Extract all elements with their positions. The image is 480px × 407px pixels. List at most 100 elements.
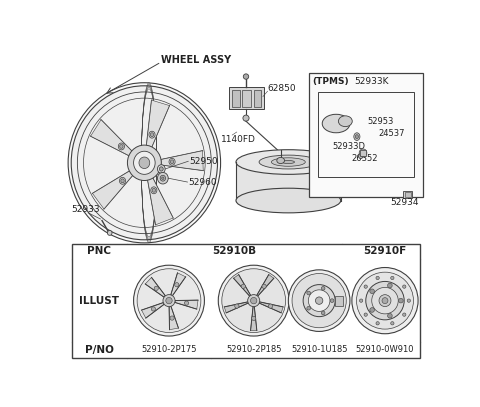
Circle shape <box>163 295 175 306</box>
Circle shape <box>292 274 346 328</box>
Circle shape <box>407 299 410 302</box>
Bar <box>335 296 343 306</box>
Circle shape <box>391 322 394 325</box>
Polygon shape <box>147 177 173 225</box>
Ellipse shape <box>71 86 217 240</box>
Circle shape <box>352 267 418 334</box>
Ellipse shape <box>118 143 124 150</box>
Text: 52933: 52933 <box>71 205 100 214</box>
Text: 52953: 52953 <box>367 117 393 126</box>
Circle shape <box>364 285 367 288</box>
Polygon shape <box>175 300 198 309</box>
Circle shape <box>151 307 156 311</box>
Polygon shape <box>161 151 203 171</box>
Ellipse shape <box>236 188 341 213</box>
Text: 52960: 52960 <box>188 177 217 186</box>
Text: 24537: 24537 <box>378 129 405 138</box>
Text: 52910-2P175: 52910-2P175 <box>141 346 197 354</box>
Polygon shape <box>171 273 186 295</box>
Ellipse shape <box>277 158 285 164</box>
Text: ILLUST: ILLUST <box>79 295 120 306</box>
Polygon shape <box>234 275 251 297</box>
Circle shape <box>370 308 374 312</box>
Circle shape <box>307 291 311 295</box>
Ellipse shape <box>243 115 249 121</box>
Circle shape <box>379 295 391 306</box>
Text: 52910-0W910: 52910-0W910 <box>356 346 414 354</box>
Ellipse shape <box>355 135 359 138</box>
Circle shape <box>376 276 379 280</box>
Bar <box>242 90 252 107</box>
Ellipse shape <box>68 83 221 243</box>
Circle shape <box>391 276 394 280</box>
Polygon shape <box>251 306 257 330</box>
Text: 1140FD: 1140FD <box>221 135 256 144</box>
Text: 52910-1U185: 52910-1U185 <box>291 346 348 354</box>
Bar <box>403 190 412 198</box>
Circle shape <box>403 285 406 288</box>
Circle shape <box>366 281 404 320</box>
Circle shape <box>403 313 406 316</box>
Ellipse shape <box>152 188 156 192</box>
Bar <box>254 90 262 107</box>
Ellipse shape <box>162 177 164 179</box>
Circle shape <box>235 304 239 308</box>
Polygon shape <box>91 120 132 155</box>
Bar <box>229 88 264 109</box>
Ellipse shape <box>157 165 165 173</box>
Circle shape <box>184 301 189 305</box>
Bar <box>309 74 423 197</box>
Ellipse shape <box>120 144 123 149</box>
Circle shape <box>364 313 367 316</box>
Ellipse shape <box>139 157 150 168</box>
Circle shape <box>241 284 245 289</box>
Ellipse shape <box>338 116 352 127</box>
Circle shape <box>268 304 273 308</box>
Circle shape <box>175 282 179 287</box>
Bar <box>405 192 411 197</box>
Circle shape <box>360 299 363 302</box>
Text: 52933K: 52933K <box>354 77 388 86</box>
Text: 52910F: 52910F <box>363 246 407 256</box>
Circle shape <box>372 287 398 314</box>
Ellipse shape <box>322 114 350 133</box>
Circle shape <box>376 322 379 325</box>
Text: 52910-2P185: 52910-2P185 <box>226 346 281 354</box>
Circle shape <box>288 270 350 331</box>
Text: 62850: 62850 <box>267 84 296 93</box>
Text: P/NO: P/NO <box>85 345 114 355</box>
Polygon shape <box>259 302 283 313</box>
Text: (TPMS): (TPMS) <box>312 77 349 86</box>
Text: 52910B: 52910B <box>212 246 256 256</box>
Ellipse shape <box>108 230 112 235</box>
Circle shape <box>218 265 289 336</box>
Bar <box>318 92 414 177</box>
Ellipse shape <box>133 151 155 174</box>
Ellipse shape <box>84 98 205 228</box>
Ellipse shape <box>77 92 211 234</box>
Ellipse shape <box>159 167 163 171</box>
Ellipse shape <box>282 160 295 164</box>
Polygon shape <box>145 278 165 297</box>
Circle shape <box>154 286 158 291</box>
Bar <box>236 162 341 201</box>
Circle shape <box>308 290 330 311</box>
Circle shape <box>315 297 323 304</box>
Ellipse shape <box>157 173 168 184</box>
Text: 52934: 52934 <box>391 198 419 207</box>
Circle shape <box>321 287 325 290</box>
Circle shape <box>398 298 403 303</box>
Ellipse shape <box>170 160 174 164</box>
Ellipse shape <box>120 177 126 184</box>
Circle shape <box>166 298 172 304</box>
Ellipse shape <box>121 179 124 183</box>
Ellipse shape <box>151 187 157 194</box>
Circle shape <box>251 298 257 304</box>
Circle shape <box>222 269 286 333</box>
Ellipse shape <box>160 175 166 181</box>
Polygon shape <box>93 171 133 209</box>
Polygon shape <box>224 302 249 313</box>
Ellipse shape <box>359 149 367 157</box>
Bar <box>232 90 240 107</box>
Ellipse shape <box>259 155 318 169</box>
